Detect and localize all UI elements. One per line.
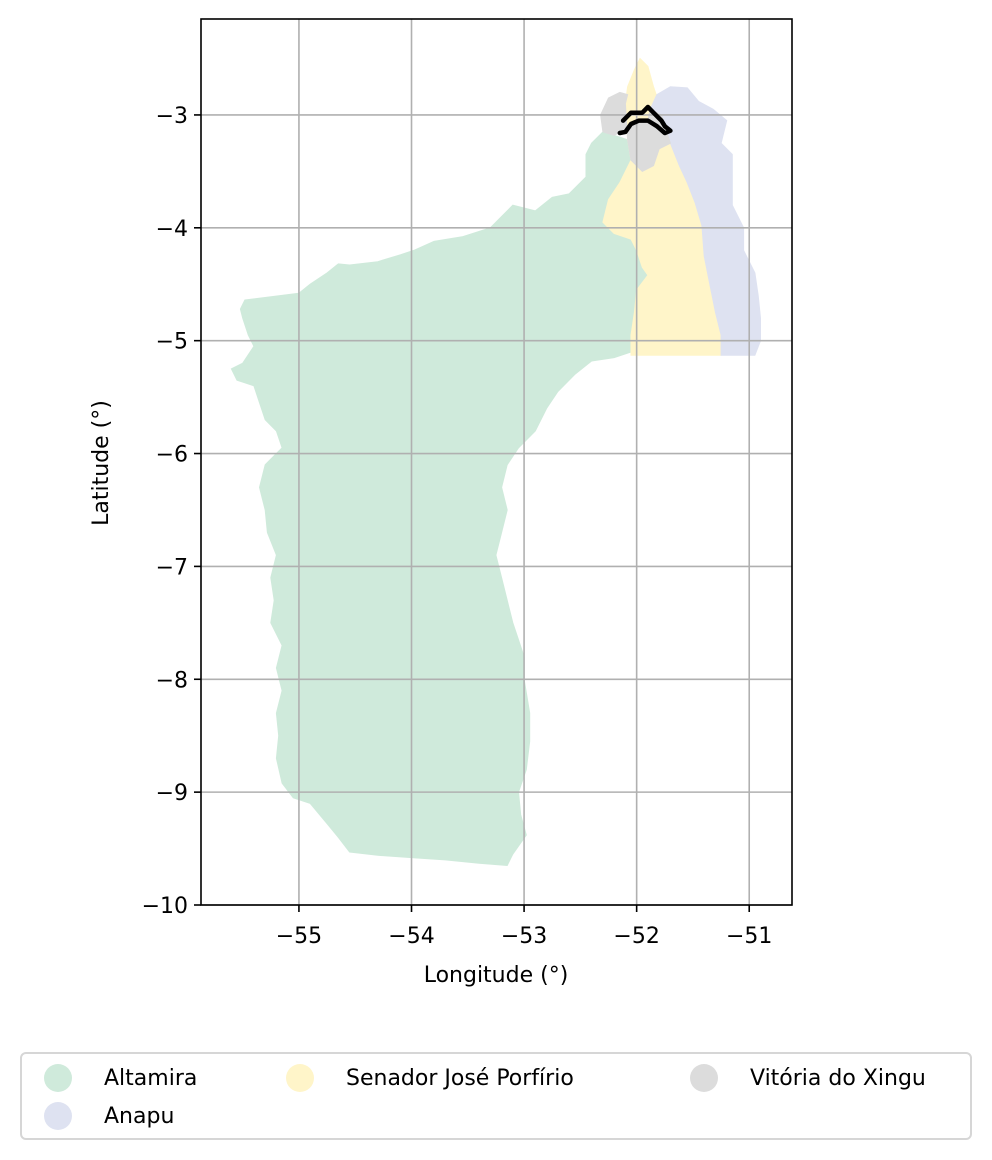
x-tick-label: −51 bbox=[726, 924, 772, 949]
legend-swatch bbox=[44, 1064, 72, 1092]
y-tick-label: −6 bbox=[156, 443, 188, 468]
legend-swatch bbox=[286, 1064, 314, 1092]
y-axis-label: Latitude (°) bbox=[89, 400, 114, 526]
region-anapu bbox=[649, 86, 761, 356]
regions-layer bbox=[230, 57, 761, 867]
highlight-outline bbox=[617, 104, 673, 136]
legend-label: Altamira bbox=[104, 1065, 198, 1091]
y-tick-label: −5 bbox=[156, 330, 188, 355]
y-tick-label: −10 bbox=[142, 894, 188, 919]
y-tick-label: −7 bbox=[156, 555, 188, 580]
ticks-layer: −55 −54 −53 −52 −51 −3 −4 −5 −6 −7 −8 −9 −10 bbox=[142, 104, 773, 949]
outline-layer bbox=[617, 104, 673, 136]
x-tick-label: −54 bbox=[388, 924, 434, 949]
legend: Altamira Senador José Porfírio Vitória d… bbox=[20, 1052, 972, 1140]
y-tick-label: −4 bbox=[156, 217, 188, 242]
legend-swatch bbox=[44, 1102, 72, 1130]
x-tick-label: −53 bbox=[501, 924, 547, 949]
legend-label: Vitória do Xingu bbox=[750, 1065, 926, 1091]
x-tick-label: −55 bbox=[276, 924, 322, 949]
grid-layer bbox=[201, 19, 792, 906]
y-tick-label: −3 bbox=[156, 104, 188, 129]
legend-item-anapu: Anapu bbox=[44, 1102, 174, 1130]
x-tick-label: −52 bbox=[613, 924, 659, 949]
y-tick-label: −8 bbox=[156, 668, 188, 693]
legend-item-vitoria-do-xingu: Vitória do Xingu bbox=[690, 1064, 926, 1092]
legend-item-altamira: Altamira bbox=[44, 1064, 197, 1092]
plot-frame bbox=[200, 18, 793, 906]
region-altamira bbox=[230, 131, 649, 867]
legend-label: Senador José Porfírio bbox=[346, 1065, 574, 1091]
legend-label: Anapu bbox=[104, 1103, 175, 1129]
legend-item-senador-jose-porfirio: Senador José Porfírio bbox=[286, 1064, 574, 1092]
x-axis-label: Longitude (°) bbox=[424, 963, 569, 988]
y-tick-label: −9 bbox=[156, 781, 188, 806]
legend-swatch bbox=[690, 1064, 718, 1092]
map-chart: −55 −54 −53 −52 −51 −3 −4 −5 −6 −7 −8 −9 −10 Longitu… bbox=[89, 18, 793, 988]
